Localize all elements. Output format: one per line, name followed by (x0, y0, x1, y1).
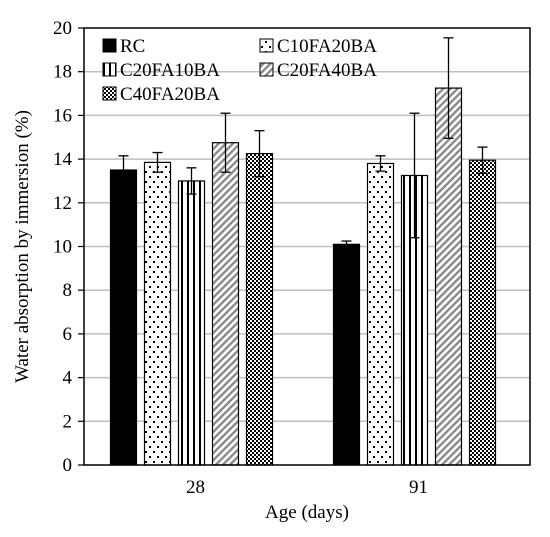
y-axis-label: Water absorption by immersion (%) (12, 110, 33, 383)
legend-swatch (259, 62, 274, 77)
legend-swatch (102, 86, 117, 101)
x-tick-label: 28 (186, 477, 205, 498)
bar-C10FA20BA-91 (366, 162, 395, 466)
bar-RC-91 (332, 243, 361, 466)
y-tick-label: 8 (63, 280, 73, 301)
y-tick-label: 2 (63, 411, 73, 432)
legend-swatch (259, 38, 274, 53)
y-tick-label: 4 (63, 368, 73, 389)
y-tick-label: 18 (53, 62, 72, 83)
legend-label: RC (120, 36, 145, 57)
legend-label: C20FA40BA (277, 60, 377, 81)
y-tick-labels: 0 2 4 6 8 10 12 14 16 18 20 (53, 18, 73, 476)
error-bars (118, 37, 488, 249)
bar-C20FA40BA-28 (211, 142, 240, 466)
legend-swatch (102, 62, 117, 77)
x-tick-labels: 28 91 (186, 477, 428, 498)
bar-C10FA20BA-28 (143, 161, 172, 466)
y-tick-label: 10 (53, 237, 72, 258)
legend-label: C20FA10BA (120, 60, 220, 81)
x-tick-label: 91 (409, 477, 428, 498)
legend-label: C10FA20BA (277, 36, 377, 57)
plot-frame (83, 27, 531, 466)
legend-label: C40FA20BA (120, 84, 220, 105)
bar-C20FA10BA-28 (177, 180, 206, 466)
bars (109, 87, 497, 466)
y-tick-label: 12 (53, 193, 72, 214)
legend-swatch (102, 38, 117, 53)
bar-C40FA20BA-91 (468, 159, 497, 466)
bar-C20FA40BA-91 (434, 87, 463, 466)
bar-C40FA20BA-28 (245, 153, 274, 466)
legend: RC C10FA20BA C20FA10BA C20FA40BA C40FA20BA (102, 36, 377, 105)
bar-RC-28 (109, 169, 138, 466)
y-tick-label: 16 (53, 105, 72, 126)
x-axis-label: Age (days) (265, 502, 349, 523)
y-tick-label: 0 (63, 455, 73, 476)
y-tick-label: 6 (63, 324, 73, 345)
y-tick-label: 14 (53, 149, 73, 170)
y-tick-label: 20 (53, 18, 72, 39)
